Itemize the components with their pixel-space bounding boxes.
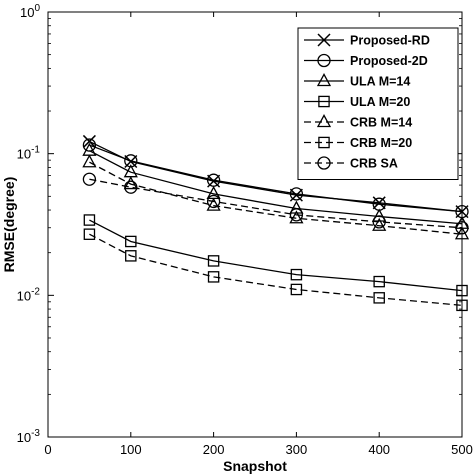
- series-line: [89, 144, 463, 213]
- legend-marker: [316, 73, 332, 87]
- series-point: [290, 283, 303, 296]
- series-point: [125, 235, 137, 248]
- legend-box: [297, 27, 459, 180]
- legend-label: Proposed-RD: [350, 34, 430, 48]
- y-tick-label: 100: [20, 3, 40, 20]
- series-line: [89, 161, 463, 235]
- y-tick-label: 10-2: [17, 286, 41, 303]
- series-line: [89, 178, 463, 229]
- series-point: [372, 208, 387, 222]
- series-point: [206, 197, 221, 211]
- series-point: [206, 194, 221, 209]
- series-point: [82, 154, 97, 168]
- series-line: [89, 219, 463, 292]
- y-axis-title: RMSE(degree): [1, 177, 17, 273]
- legend-marker: [317, 53, 331, 68]
- series-point: [373, 292, 385, 304]
- legend-label: ULA M=14: [350, 75, 410, 89]
- series-point: [372, 215, 386, 229]
- series-point: [123, 176, 138, 190]
- ticks-layer: 0 100 200 300 400 500 10-3 10-2 10-1 100: [17, 3, 473, 457]
- series-line: [89, 150, 463, 225]
- series-point: [289, 187, 304, 201]
- series-point: [372, 196, 386, 210]
- plot-frame: [47, 11, 463, 438]
- legend-marker: [318, 136, 330, 149]
- x-tick-label: 300: [286, 442, 308, 457]
- legend-marker: [316, 114, 332, 128]
- legend-label: Proposed-2D: [350, 54, 428, 68]
- legend-label: CRB M=14: [350, 116, 412, 130]
- legend-label: ULA M=20: [350, 95, 410, 109]
- legend-marker: [317, 156, 331, 170]
- series-point: [207, 255, 220, 267]
- series-point: [290, 268, 303, 281]
- series-point: [83, 214, 96, 226]
- legend-marker: [318, 95, 330, 108]
- legend-label: CRB SA: [350, 157, 398, 171]
- x-axis-title: Snapshot: [223, 458, 287, 474]
- legend-marker: [317, 33, 331, 47]
- series-point: [373, 275, 385, 288]
- series-point: [82, 172, 97, 186]
- x-tick-label: 100: [120, 442, 142, 457]
- series-line: [89, 233, 463, 306]
- x-tick-label: 200: [203, 442, 225, 457]
- x-tick-label: 400: [368, 442, 390, 457]
- x-tick-label: 500: [451, 442, 473, 457]
- legend: Proposed-RD Proposed-2D ULA M=14 ULA M=20 CR…: [297, 27, 459, 180]
- y-tick-label: 10-3: [17, 428, 41, 445]
- series-point: [82, 134, 96, 148]
- series-point: [125, 250, 137, 262]
- series-point: [372, 217, 387, 231]
- series-point: [289, 210, 304, 224]
- series-point: [207, 271, 220, 283]
- series-point: [83, 228, 96, 240]
- y-tick-label: 10-1: [17, 145, 41, 162]
- legend-label: CRB M=20: [350, 136, 412, 150]
- x-tick-label: 0: [44, 442, 51, 457]
- series-point: [289, 208, 304, 222]
- series-point: [124, 180, 138, 194]
- axes-layer: [47, 11, 463, 438]
